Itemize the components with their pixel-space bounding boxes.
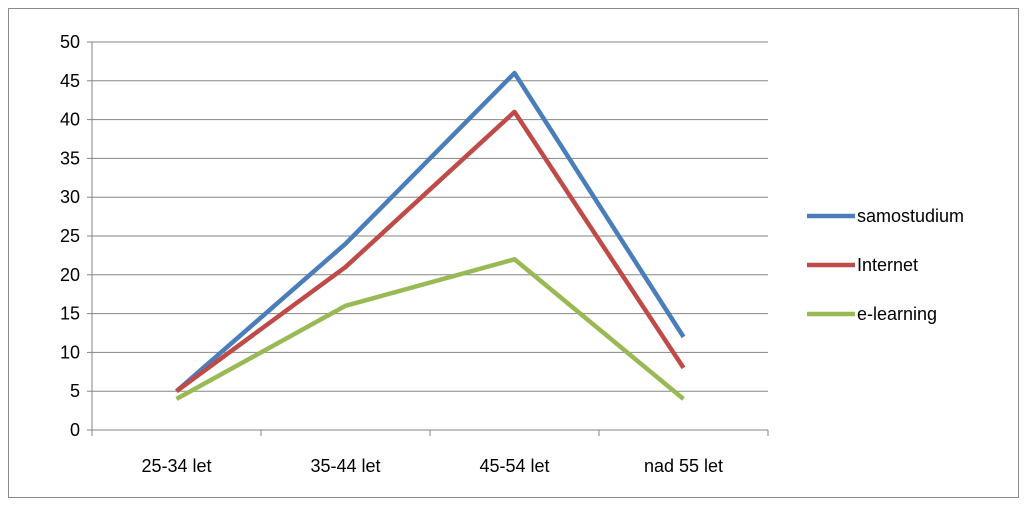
series-lines xyxy=(175,70,686,401)
legend: samostudium Internet e-learning xyxy=(807,206,964,324)
chart-frame xyxy=(8,8,1019,498)
x-tick-label: 45-54 let xyxy=(479,456,549,476)
x-tick-label: 25-34 let xyxy=(141,456,211,476)
y-tick-label: 5 xyxy=(70,381,80,401)
legend-label: e-learning xyxy=(857,304,937,324)
series-line-samostudium xyxy=(175,70,686,393)
y-tick-label: 45 xyxy=(60,71,80,91)
series-line-internet xyxy=(175,109,686,394)
y-tick-label: 40 xyxy=(60,110,80,130)
series-line-e-learning xyxy=(175,257,685,401)
x-tick-label: 35-44 let xyxy=(310,456,380,476)
y-tick-label: 50 xyxy=(60,32,80,52)
y-tick-label: 10 xyxy=(60,342,80,362)
x-tick-label: nad 55 let xyxy=(644,456,723,476)
gridlines xyxy=(92,41,768,392)
y-tick-label: 35 xyxy=(60,148,80,168)
y-tick-label: 15 xyxy=(60,304,80,324)
legend-label: Internet xyxy=(857,255,918,275)
y-tick-label: 20 xyxy=(60,265,80,285)
legend-label: samostudium xyxy=(857,206,964,226)
axes: 0 5 10 15 20 25 30 35 40 45 50 25-34 let 35-44 let 45… xyxy=(60,32,769,476)
y-tick-label: 25 xyxy=(60,226,80,246)
y-tick-label: 0 xyxy=(70,420,80,440)
y-tick-label: 30 xyxy=(60,187,80,207)
